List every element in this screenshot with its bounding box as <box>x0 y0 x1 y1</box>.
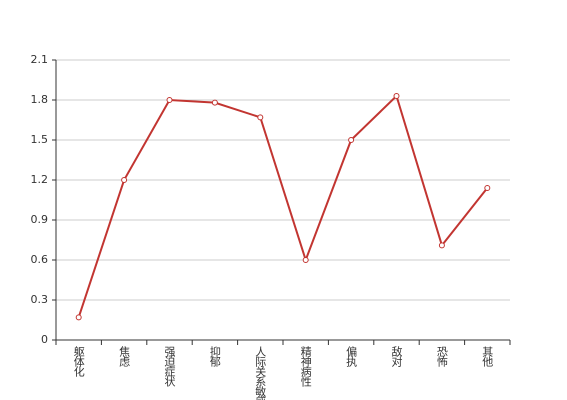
line <box>77 94 489 318</box>
y-tick-label: 1.5 <box>31 133 49 146</box>
x-tick-label: 躯体化 <box>72 346 85 378</box>
x-tick-label: 强迫症状 <box>163 346 176 387</box>
x-tick-label: 敌对 <box>390 345 403 367</box>
point <box>257 114 264 121</box>
x-tick-label: 焦虑 <box>118 346 131 367</box>
point <box>166 97 173 103</box>
y-tick-label: 1.2 <box>31 173 49 186</box>
point <box>484 185 491 191</box>
y-tick-label: 0.3 <box>31 293 49 306</box>
x-tick-label: 精神病性 <box>299 346 312 388</box>
point <box>75 314 82 321</box>
y-tick-label: 0.9 <box>31 213 49 226</box>
point <box>438 242 445 249</box>
x-tick-label: 其他 <box>481 346 494 367</box>
y-tick-label: 2.1 <box>31 53 49 66</box>
point <box>121 177 128 183</box>
point <box>211 99 218 106</box>
point <box>348 137 355 143</box>
y-tick-label: 1.8 <box>31 93 49 106</box>
x-tick-label: 抑郁 <box>208 345 221 367</box>
y-tick-label: 0 <box>41 333 48 346</box>
y-tick-label: 0.6 <box>31 253 49 266</box>
point <box>393 93 400 99</box>
x-tick-label: 偏执 <box>345 345 358 368</box>
x-tick-label: 人际关系敏感 <box>254 346 267 400</box>
x-tick-label: 恐怖 <box>435 346 448 367</box>
point <box>302 257 309 263</box>
